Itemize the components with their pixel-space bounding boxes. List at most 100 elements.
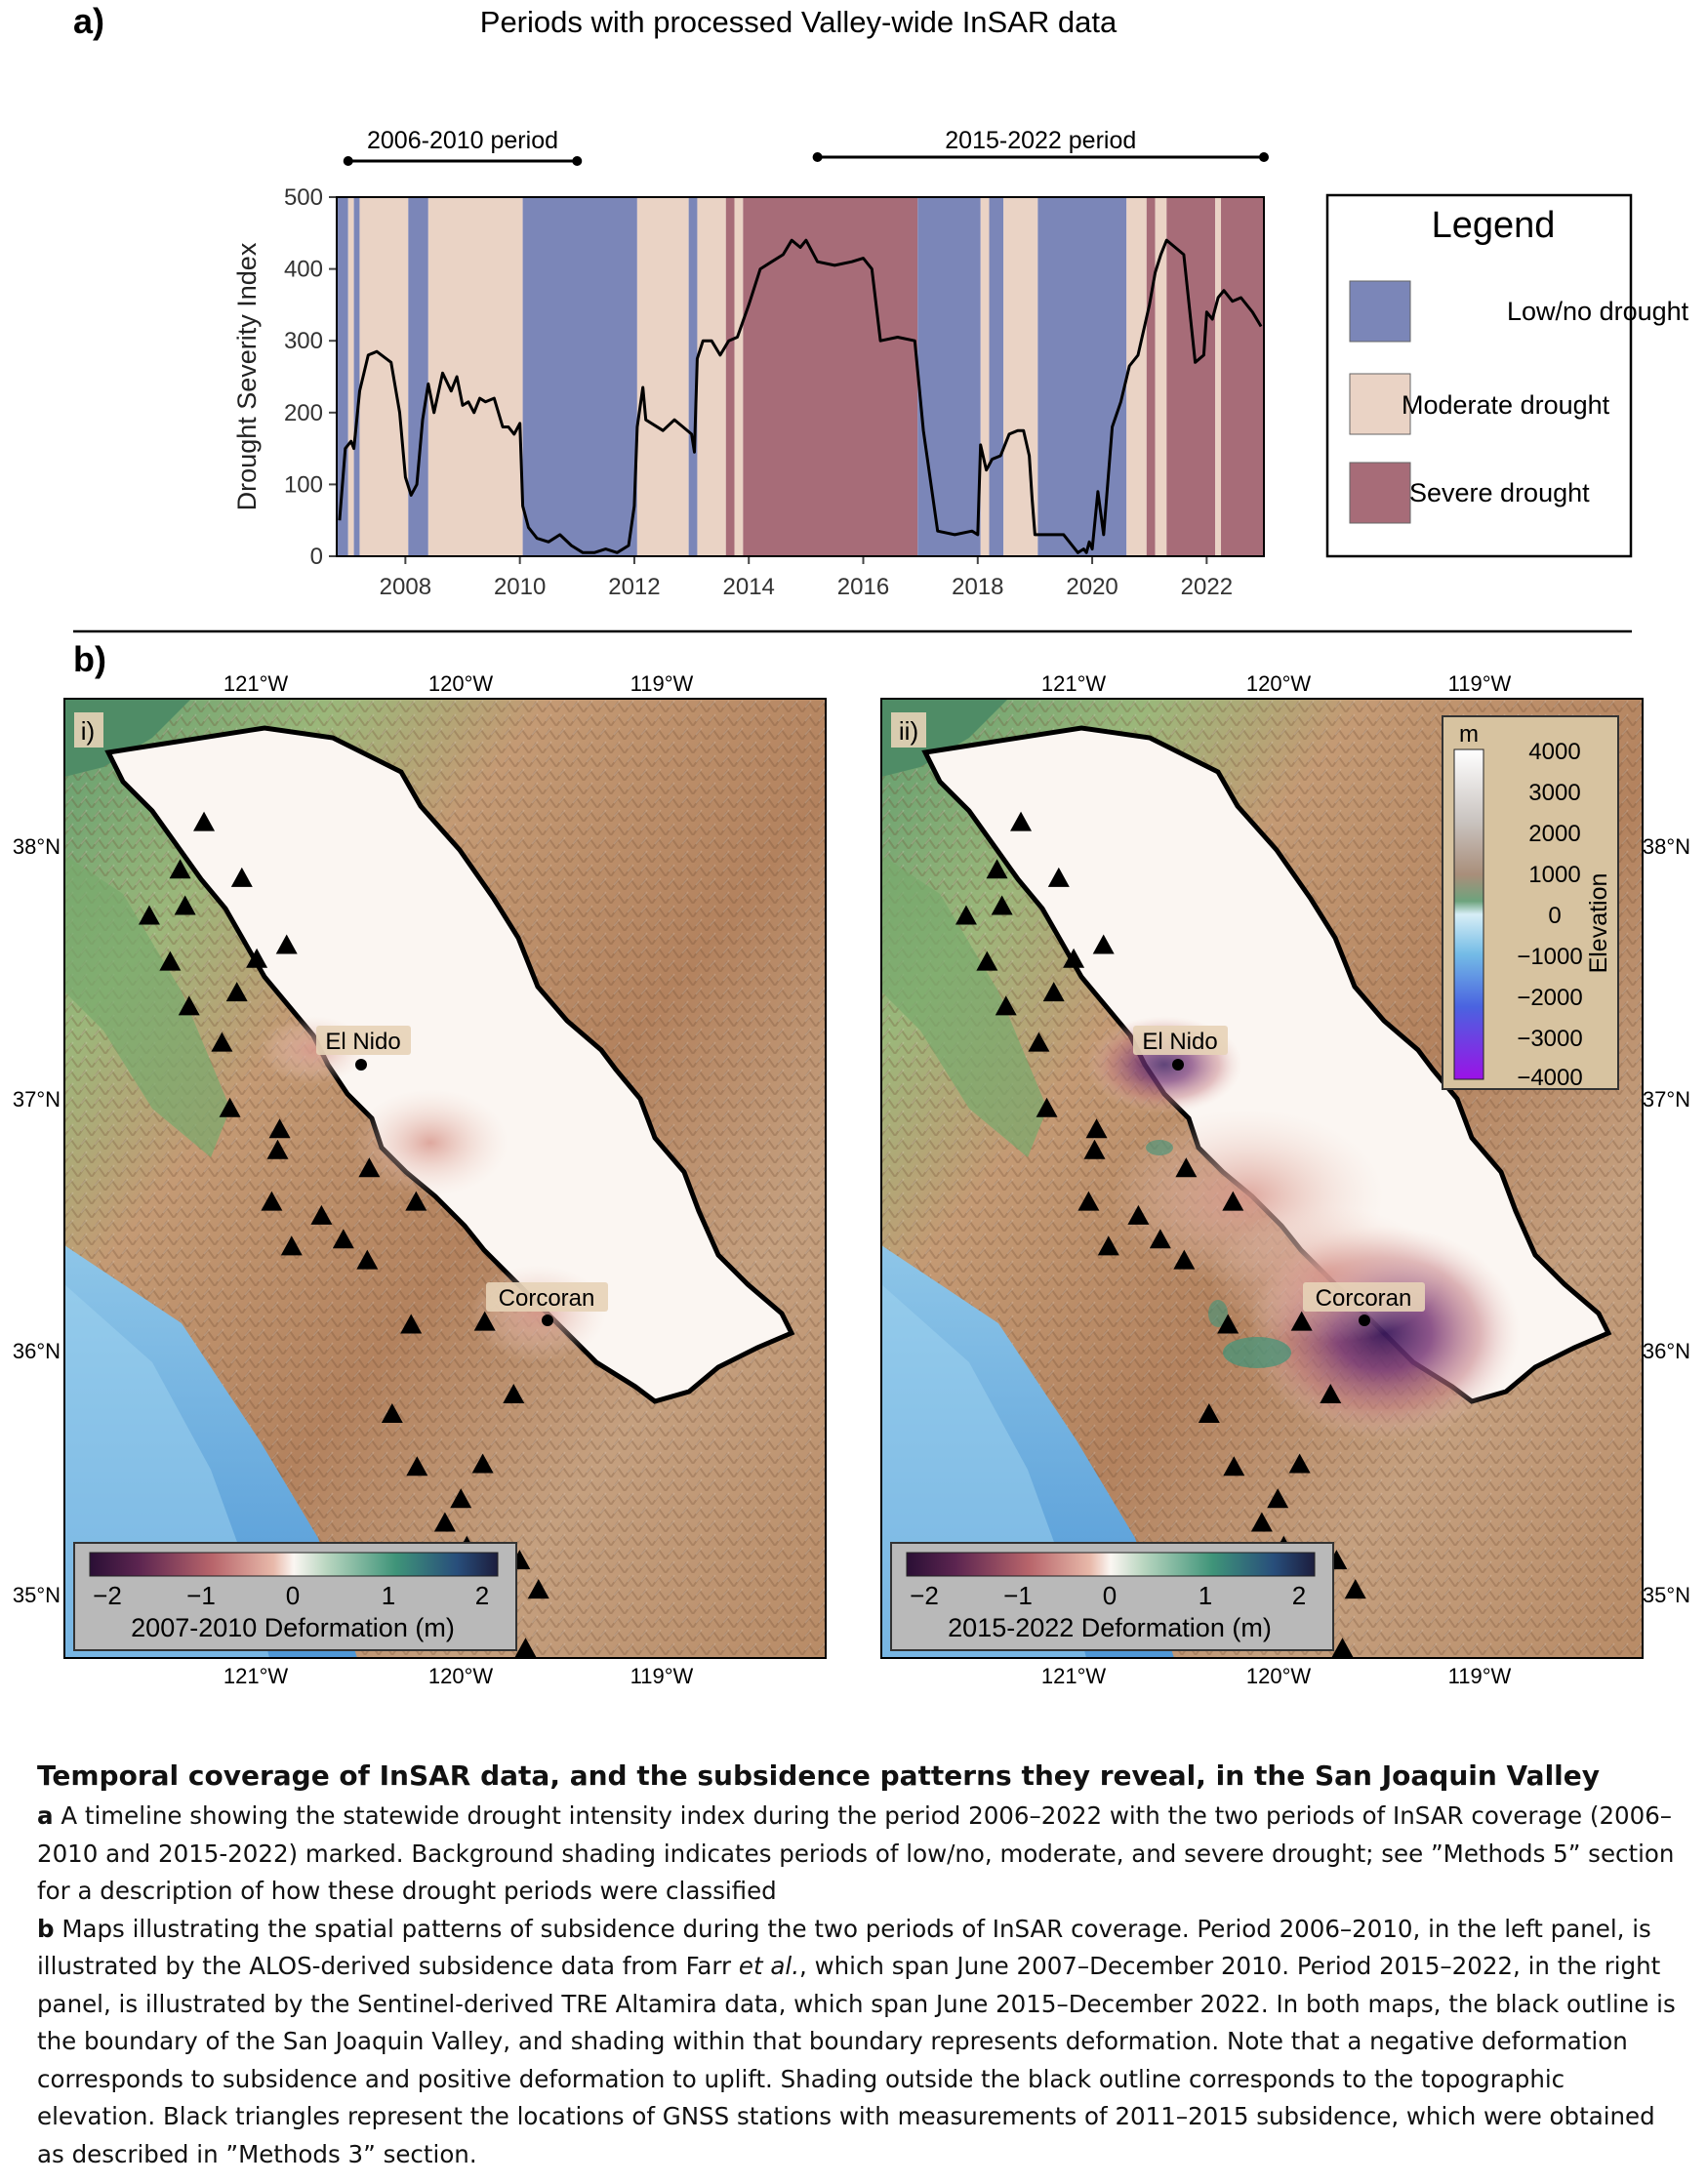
drought-chart: 0 100 200 300 400 500 2008 2010 2012 2014 2016 201… [232,184,1265,600]
el-nido-marker [1172,1059,1184,1071]
map-left-frame [63,698,827,1659]
elevation-colorbar-ramp [1453,748,1484,1080]
gnss-station-triangle [1344,1579,1366,1599]
caption-b-italic: et al. [738,1952,799,1980]
gnss-station-triangle [356,1249,379,1270]
drought-band-low [337,197,348,556]
drought-band-low [917,197,981,556]
x-tick-label: 2014 [723,574,775,600]
map-left-place-corcoran: Corcoran [499,1285,595,1312]
gnss-station-triangle [310,1204,333,1225]
gnss-station-triangle [219,1097,241,1117]
elevation-tick-neg3000: −3000 [1517,1026,1582,1052]
map-left-cb-label: 2007-2010 Deformation (m) [131,1613,455,1642]
map-right-place-el-nido: El Nido [1142,1029,1217,1055]
figure-caption: Temporal coverage of InSAR data, and the… [37,1757,1677,2173]
x-tick-label: 2012 [608,574,660,600]
legend-label-moderate: Moderate drought [1402,390,1610,420]
gnss-station-triangle [1223,1456,1245,1476]
drought-band-low [989,197,1004,556]
gnss-station-triangle [358,1157,381,1178]
gnss-station-triangle [266,1139,289,1159]
map-left-label: i) [81,716,95,746]
caption-a-text: A timeline showing the statewide drought… [37,1801,1675,1905]
caption-b-text-2: , which span June 2007–December 2010. Pe… [37,1952,1676,2168]
gnss-station-triangle [1149,1229,1171,1249]
panel-a: a) Periods with processed Valley-wide In… [73,1,1689,600]
gnss-station-triangle [1092,934,1115,954]
el-nido-marker [355,1059,367,1071]
map-right-frame [880,698,1644,1659]
drought-band-moderate [697,197,726,556]
elevation-tick-3000: 3000 [1528,780,1580,806]
gnss-station-triangle [450,1488,472,1509]
drought-band-moderate [347,197,354,556]
map-left-bottom-tick-2: 120°W [428,1664,494,1688]
gnss-station-triangle [246,948,268,968]
drought-band-low [522,197,637,556]
elevation-tick-neg4000: −4000 [1517,1065,1582,1091]
map-right: 121°W 120°W 119°W 121°W 120°W 119°W 38°N… [880,671,1690,1688]
legend-swatch-severe [1349,462,1411,524]
map-right-lat-tick-36: 36°N [1643,1339,1690,1363]
map-left-bottom-tick-1: 121°W [224,1664,289,1688]
map-left-cb-tick-1: −2 [93,1581,122,1610]
caption-b-text-1: Maps illustrating the spatial patterns o… [37,1914,1651,1981]
map-right-top-tick-2: 120°W [1246,671,1312,696]
x-tick-label: 2016 [837,574,889,600]
y-tick-label: 400 [284,257,323,283]
map-right-lat-tick-37: 37°N [1643,1087,1690,1112]
map-right-top-tick-3: 119°W [1448,671,1512,696]
gnss-station-triangle [1217,1314,1240,1334]
panel-a-title: Periods with processed Valley-wide InSAR… [480,5,1118,39]
legend-title: Legend [1432,205,1556,246]
panel-b-label: b) [73,639,106,679]
plot-frame [336,196,1265,557]
period-2006-2010-start-dot [343,156,353,166]
map-left-colorbar [89,1552,499,1577]
y-tick-label: 500 [284,184,323,211]
gnss-station-triangle [230,867,253,887]
drought-band-moderate [734,197,744,556]
elevation-tick-1000: 1000 [1528,862,1580,888]
map-right-bottom-tick-3: 119°W [1448,1664,1512,1688]
map-right-cb-label: 2015-2022 Deformation (m) [948,1613,1272,1642]
gnss-station-triangle [1042,982,1065,1002]
drought-band-severe [1166,197,1216,556]
x-tick-label: 2010 [494,574,546,600]
gnss-station-triangle [178,995,200,1016]
gnss-station-triangle [1028,1031,1050,1052]
period-2006-2010-end-dot [572,156,583,166]
panel-a-label: a) [73,1,104,41]
gnss-station-triangle [268,1118,291,1139]
gnss-station-triangle [527,1579,549,1599]
drought-band-moderate [980,197,990,556]
gnss-station-triangle [1250,1512,1273,1532]
map-right-place-corcoran: Corcoran [1316,1285,1412,1312]
gnss-station-triangle [991,895,1013,915]
gnss-station-triangle [1173,1249,1196,1270]
map-right-lat-tick-35: 35°N [1643,1583,1690,1607]
map-left-cb-tick-4: 1 [382,1581,395,1610]
gnss-station-triangle [995,995,1017,1016]
y-tick-label: 100 [284,471,323,498]
drought-band-severe [1146,197,1156,556]
map-right-canvas: El Nido Corcoran ii) −2 −1 0 1 2 2015-20… [881,699,1643,1658]
map-left-cb-tick-5: 2 [475,1581,489,1610]
gnss-station-triangle [332,1229,354,1249]
map-left-lat-tick-36: 36°N [13,1339,61,1363]
map-right-top-tick-1: 121°W [1041,671,1107,696]
gnss-station-triangle [211,1031,233,1052]
map-right-label: ii) [899,716,918,746]
period-markers: 2006-2010 period 2015-2022 period [343,127,1269,166]
gnss-station-triangle [138,905,160,925]
map-right-cb-tick-4: 1 [1199,1581,1212,1610]
map-left-bottom-tick-3: 119°W [630,1664,694,1688]
gnss-station-triangle [280,1235,303,1256]
gnss-station-triangle [1010,811,1033,831]
gnss-station-triangle [976,950,998,971]
figure: a) Periods with processed Valley-wide In… [13,1,1690,1688]
gnss-station-triangle [514,1638,537,1658]
x-tick-label: 2022 [1181,574,1233,600]
gnss-station-triangle [1085,1118,1108,1139]
